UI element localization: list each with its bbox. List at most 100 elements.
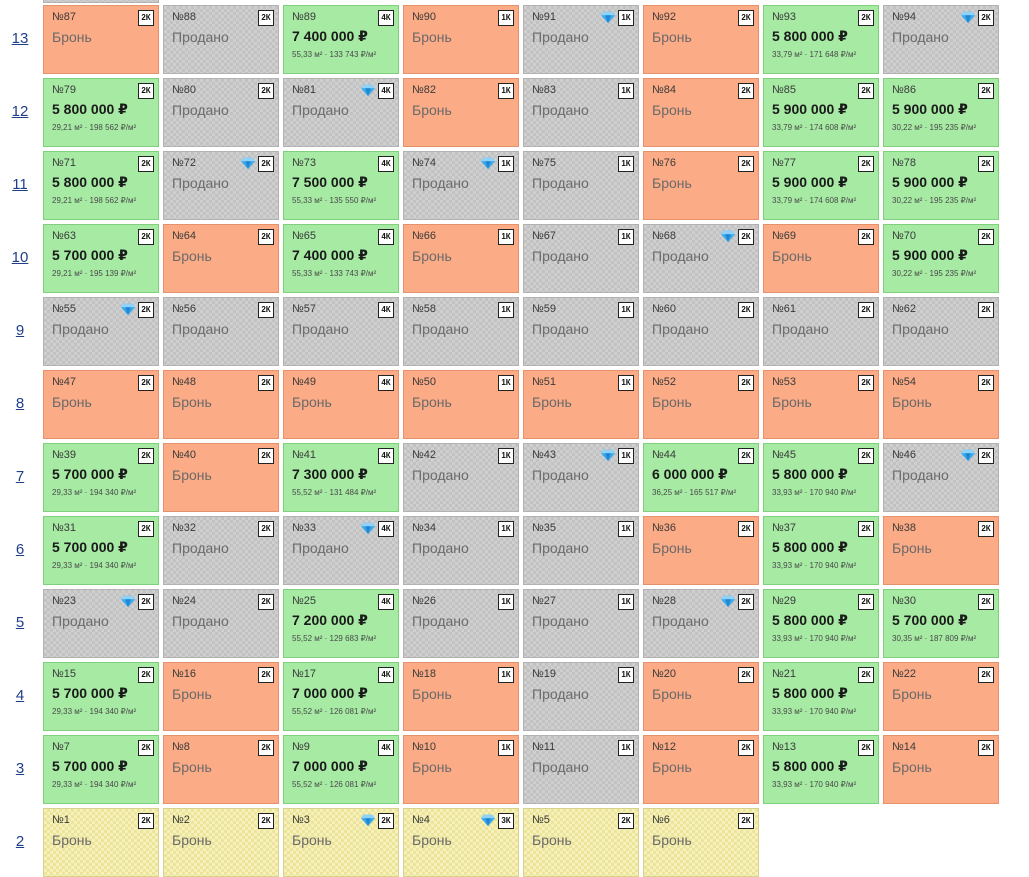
apartment-cell[interactable]: №6 2К Бронь [643, 808, 759, 877]
apartment-cell-cropped[interactable] [43, 0, 159, 3]
floor-link-13[interactable]: 13 [11, 30, 29, 47]
apartment-cell[interactable]: №30 2К 5 700 000 ₽ 30,35 м² · 187 809 ₽/м² [883, 589, 999, 658]
apartment-cell[interactable]: №11 1К Продано [523, 735, 639, 804]
apartment-cell[interactable]: №27 1К Продано [523, 589, 639, 658]
apartment-cell[interactable]: №51 1К Бронь [523, 370, 639, 439]
apartment-cell[interactable]: №31 2К 5 700 000 ₽ 29,33 м² · 194 340 ₽/м² [43, 516, 159, 585]
apartment-cell[interactable]: №50 1К Бронь [403, 370, 519, 439]
apartment-cell[interactable]: №46 2К Продано [883, 443, 999, 512]
floor-link-4[interactable]: 4 [15, 687, 25, 704]
apartment-cell[interactable]: №40 2К Бронь [163, 443, 279, 512]
apartment-cell[interactable]: №23 2К Продано [43, 589, 159, 658]
apartment-cell[interactable]: №94 2К Продано [883, 5, 999, 74]
apartment-cell[interactable]: №61 2К Продано [763, 297, 879, 366]
apartment-cell[interactable]: №15 2К 5 700 000 ₽ 29,33 м² · 194 340 ₽/м² [43, 662, 159, 731]
apartment-cell[interactable]: №79 2К 5 800 000 ₽ 29,21 м² · 198 562 ₽/м² [43, 78, 159, 147]
floor-link-2[interactable]: 2 [15, 833, 25, 850]
apartment-cell[interactable]: №62 2К Продано [883, 297, 999, 366]
apartment-cell[interactable]: №80 2К Продано [163, 78, 279, 147]
apartment-cell[interactable]: №63 2К 5 700 000 ₽ 29,21 м² · 195 139 ₽/м² [43, 224, 159, 293]
apartment-cell[interactable]: №10 1К Бронь [403, 735, 519, 804]
apartment-cell[interactable]: №8 2К Бронь [163, 735, 279, 804]
apartment-cell[interactable]: №39 2К 5 700 000 ₽ 29,33 м² · 194 340 ₽/м² [43, 443, 159, 512]
apartment-cell[interactable]: №48 2К Бронь [163, 370, 279, 439]
apartment-cell[interactable]: №88 2К Продано [163, 5, 279, 74]
apartment-cell[interactable]: №91 1К Продано [523, 5, 639, 74]
apartment-cell[interactable]: №29 2К 5 800 000 ₽ 33,93 м² · 170 940 ₽/м² [763, 589, 879, 658]
apartment-cell[interactable]: №45 2К 5 800 000 ₽ 33,93 м² · 170 940 ₽/м² [763, 443, 879, 512]
apartment-cell[interactable]: №90 1К Бронь [403, 5, 519, 74]
floor-link-11[interactable]: 11 [12, 176, 28, 193]
apartment-cell[interactable]: №24 2К Продано [163, 589, 279, 658]
apartment-cell[interactable]: №13 2К 5 800 000 ₽ 33,93 м² · 170 940 ₽/м² [763, 735, 879, 804]
floor-link-8[interactable]: 8 [15, 395, 25, 412]
apartment-cell[interactable]: №26 1К Продано [403, 589, 519, 658]
floor-link-5[interactable]: 5 [15, 614, 25, 631]
apartment-cell[interactable]: №78 2К 5 900 000 ₽ 30,22 м² · 195 235 ₽/м² [883, 151, 999, 220]
apartment-cell[interactable]: №86 2К 5 900 000 ₽ 30,22 м² · 195 235 ₽/м² [883, 78, 999, 147]
apartment-cell[interactable]: №22 2К Бронь [883, 662, 999, 731]
apartment-cell[interactable]: №43 1К Продано [523, 443, 639, 512]
apartment-cell[interactable]: №59 1К Продано [523, 297, 639, 366]
floor-link-9[interactable]: 9 [15, 322, 25, 339]
apartment-cell[interactable]: №36 2К Бронь [643, 516, 759, 585]
apartment-cell[interactable]: №65 4К 7 400 000 ₽ 55,33 м² · 133 743 ₽/м² [283, 224, 399, 293]
apartment-cell[interactable]: №64 2К Бронь [163, 224, 279, 293]
apartment-cell[interactable]: №1 2К Бронь [43, 808, 159, 877]
apartment-cell[interactable]: №58 1К Продано [403, 297, 519, 366]
apartment-cell[interactable]: №85 2К 5 900 000 ₽ 33,79 м² · 174 608 ₽/м² [763, 78, 879, 147]
apartment-cell[interactable]: №77 2К 5 900 000 ₽ 33,79 м² · 174 608 ₽/м² [763, 151, 879, 220]
apartment-cell[interactable]: №41 4К 7 300 000 ₽ 55,52 м² · 131 484 ₽/м² [283, 443, 399, 512]
apartment-cell[interactable]: №76 2К Бронь [643, 151, 759, 220]
apartment-cell[interactable]: №28 2К Продано [643, 589, 759, 658]
apartment-cell[interactable]: №81 4К Продано [283, 78, 399, 147]
apartment-cell[interactable]: №84 2К Бронь [643, 78, 759, 147]
apartment-cell[interactable]: №42 1К Продано [403, 443, 519, 512]
apartment-cell[interactable]: №71 2К 5 800 000 ₽ 29,21 м² · 198 562 ₽/м² [43, 151, 159, 220]
floor-link-10[interactable]: 10 [11, 249, 29, 266]
apartment-cell[interactable]: №34 1К Продано [403, 516, 519, 585]
apartment-cell[interactable]: №55 2К Продано [43, 297, 159, 366]
apartment-cell[interactable]: №83 1К Продано [523, 78, 639, 147]
floor-link-6[interactable]: 6 [15, 541, 25, 558]
floor-link-12[interactable]: 12 [11, 103, 29, 120]
apartment-cell[interactable]: №4 3К Бронь [403, 808, 519, 877]
apartment-cell[interactable]: №52 2К Бронь [643, 370, 759, 439]
apartment-cell[interactable]: №87 2К Бронь [43, 5, 159, 74]
apartment-cell[interactable]: №21 2К 5 800 000 ₽ 33,93 м² · 170 940 ₽/м² [763, 662, 879, 731]
apartment-cell[interactable]: №92 2К Бронь [643, 5, 759, 74]
apartment-cell[interactable]: №49 4К Бронь [283, 370, 399, 439]
apartment-cell[interactable]: №70 2К 5 900 000 ₽ 30,22 м² · 195 235 ₽/м² [883, 224, 999, 293]
apartment-cell[interactable]: №3 2К Бронь [283, 808, 399, 877]
apartment-cell[interactable]: №93 2К 5 800 000 ₽ 33,79 м² · 171 648 ₽/м² [763, 5, 879, 74]
apartment-cell[interactable]: №12 2К Бронь [643, 735, 759, 804]
apartment-cell[interactable]: №72 2К Продано [163, 151, 279, 220]
apartment-cell[interactable]: №14 2К Бронь [883, 735, 999, 804]
apartment-cell[interactable]: №67 1К Продано [523, 224, 639, 293]
apartment-cell[interactable]: №18 1К Бронь [403, 662, 519, 731]
apartment-cell[interactable]: №32 2К Продано [163, 516, 279, 585]
apartment-cell[interactable]: №66 1К Бронь [403, 224, 519, 293]
apartment-cell[interactable]: №44 2К 6 000 000 ₽ 36,25 м² · 165 517 ₽/м² [643, 443, 759, 512]
apartment-cell[interactable]: №69 2К Бронь [763, 224, 879, 293]
apartment-cell[interactable]: №47 2К Бронь [43, 370, 159, 439]
apartment-cell[interactable]: №9 4К 7 000 000 ₽ 55,52 м² · 126 081 ₽/м² [283, 735, 399, 804]
apartment-cell[interactable]: №57 4К Продано [283, 297, 399, 366]
apartment-cell[interactable]: №33 4К Продано [283, 516, 399, 585]
apartment-cell[interactable]: №19 1К Продано [523, 662, 639, 731]
apartment-cell[interactable]: №54 2К Бронь [883, 370, 999, 439]
apartment-cell[interactable]: №38 2К Бронь [883, 516, 999, 585]
apartment-cell[interactable]: №73 4К 7 500 000 ₽ 55,33 м² · 135 550 ₽/м² [283, 151, 399, 220]
apartment-cell[interactable]: №7 2К 5 700 000 ₽ 29,33 м² · 194 340 ₽/м² [43, 735, 159, 804]
apartment-cell[interactable]: №82 1К Бронь [403, 78, 519, 147]
apartment-cell[interactable]: №75 1К Продано [523, 151, 639, 220]
apartment-cell[interactable]: №89 4К 7 400 000 ₽ 55,33 м² · 133 743 ₽/м² [283, 5, 399, 74]
apartment-cell[interactable]: №53 2К Бронь [763, 370, 879, 439]
floor-link-3[interactable]: 3 [15, 760, 25, 777]
apartment-cell[interactable]: №68 2К Продано [643, 224, 759, 293]
apartment-cell[interactable]: №37 2К 5 800 000 ₽ 33,93 м² · 170 940 ₽/м² [763, 516, 879, 585]
apartment-cell[interactable]: №60 2К Продано [643, 297, 759, 366]
apartment-cell[interactable]: №56 2К Продано [163, 297, 279, 366]
apartment-cell[interactable]: №74 1К Продано [403, 151, 519, 220]
floor-link-7[interactable]: 7 [15, 468, 25, 485]
